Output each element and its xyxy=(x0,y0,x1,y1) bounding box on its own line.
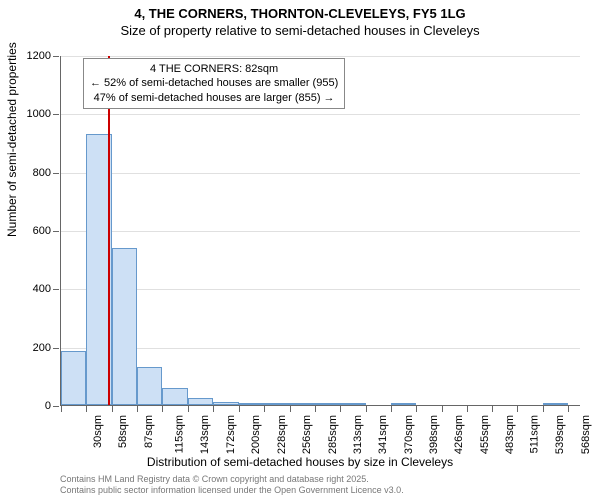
title-line1: 4, THE CORNERS, THORNTON-CLEVELEYS, FY5 … xyxy=(0,6,600,21)
x-tick-label: 341sqm xyxy=(377,415,389,454)
x-tick xyxy=(543,406,544,412)
x-tick-label: 426sqm xyxy=(453,415,465,454)
x-tick xyxy=(492,406,493,412)
x-tick xyxy=(264,406,265,412)
histogram-bar xyxy=(264,403,290,405)
histogram-bar xyxy=(543,403,568,405)
annotation-line1: 4 THE CORNERS: 82sqm xyxy=(90,62,338,76)
x-tick-label: 539sqm xyxy=(554,415,566,454)
x-tick-label: 313sqm xyxy=(352,415,364,454)
y-tick xyxy=(53,406,59,407)
y-tick-label: 400 xyxy=(33,283,51,295)
x-tick xyxy=(61,406,62,412)
annotation-box: 4 THE CORNERS: 82sqm ← 52% of semi-detac… xyxy=(83,58,345,109)
x-tick-label: 483sqm xyxy=(504,415,516,454)
histogram-bar xyxy=(239,403,264,405)
x-tick xyxy=(315,406,316,412)
x-tick xyxy=(568,406,569,412)
gridline xyxy=(61,114,580,115)
y-tick-label: 800 xyxy=(33,167,51,179)
x-tick xyxy=(416,406,417,412)
y-tick xyxy=(53,56,59,57)
x-tick xyxy=(86,406,87,412)
histogram-bar xyxy=(61,351,86,405)
x-tick-label: 511sqm xyxy=(529,415,541,453)
x-tick-label: 58sqm xyxy=(117,415,129,448)
y-tick xyxy=(53,348,59,349)
y-tick xyxy=(53,231,59,232)
x-tick-label: 30sqm xyxy=(92,415,104,448)
gridline xyxy=(61,348,580,349)
title-block: 4, THE CORNERS, THORNTON-CLEVELEYS, FY5 … xyxy=(0,0,600,38)
histogram-bar xyxy=(391,403,416,405)
y-tick xyxy=(53,289,59,290)
y-axis-title: Number of semi-detached properties xyxy=(5,42,19,237)
x-tick xyxy=(213,406,214,412)
histogram-bar xyxy=(290,403,315,405)
x-tick-label: 200sqm xyxy=(251,415,263,454)
x-tick xyxy=(162,406,163,412)
x-tick-label: 172sqm xyxy=(225,415,237,454)
x-tick xyxy=(467,406,468,412)
x-tick xyxy=(391,406,392,412)
y-tick-label: 0 xyxy=(45,400,51,412)
histogram-bar xyxy=(137,367,162,405)
histogram-bar xyxy=(340,403,366,405)
histogram-bar xyxy=(188,398,213,405)
x-tick xyxy=(112,406,113,412)
y-tick-label: 1000 xyxy=(27,108,51,120)
x-tick-label: 228sqm xyxy=(276,415,288,454)
x-tick xyxy=(442,406,443,412)
y-tick xyxy=(53,114,59,115)
x-tick xyxy=(188,406,189,412)
x-tick-label: 115sqm xyxy=(174,415,186,453)
histogram-bar xyxy=(162,388,188,406)
x-tick xyxy=(137,406,138,412)
gridline xyxy=(61,231,580,232)
y-tick-label: 200 xyxy=(33,342,51,354)
x-tick xyxy=(290,406,291,412)
gridline xyxy=(61,56,580,57)
x-tick-label: 370sqm xyxy=(403,415,415,454)
x-tick-label: 455sqm xyxy=(479,415,491,454)
x-tick-label: 256sqm xyxy=(301,415,313,454)
annotation-line2: ← 52% of semi-detached houses are smalle… xyxy=(90,76,338,90)
histogram-bar xyxy=(112,248,137,406)
x-axis-title: Distribution of semi-detached houses by … xyxy=(0,455,600,469)
y-tick-label: 1200 xyxy=(27,50,51,62)
gridline xyxy=(61,173,580,174)
footer-line2: Contains public sector information licen… xyxy=(60,485,404,496)
gridline xyxy=(61,289,580,290)
title-line2: Size of property relative to semi-detach… xyxy=(0,23,600,38)
x-tick xyxy=(366,406,367,412)
x-tick-label: 568sqm xyxy=(580,415,592,454)
x-tick-label: 143sqm xyxy=(199,415,211,454)
x-tick-label: 87sqm xyxy=(143,415,155,448)
x-tick xyxy=(517,406,518,412)
x-tick xyxy=(239,406,240,412)
annotation-line3: 47% of semi-detached houses are larger (… xyxy=(90,91,338,105)
plot-area: 4 THE CORNERS: 82sqm ← 52% of semi-detac… xyxy=(60,56,580,406)
y-tick xyxy=(53,173,59,174)
histogram-bar xyxy=(213,402,238,406)
histogram-bar xyxy=(315,403,340,405)
chart-container: 4, THE CORNERS, THORNTON-CLEVELEYS, FY5 … xyxy=(0,0,600,500)
x-tick-label: 285sqm xyxy=(327,415,339,454)
y-tick-label: 600 xyxy=(33,225,51,237)
footer-attribution: Contains HM Land Registry data © Crown c… xyxy=(60,474,404,496)
x-tick-label: 398sqm xyxy=(428,415,440,454)
x-tick xyxy=(340,406,341,412)
footer-line1: Contains HM Land Registry data © Crown c… xyxy=(60,474,404,485)
